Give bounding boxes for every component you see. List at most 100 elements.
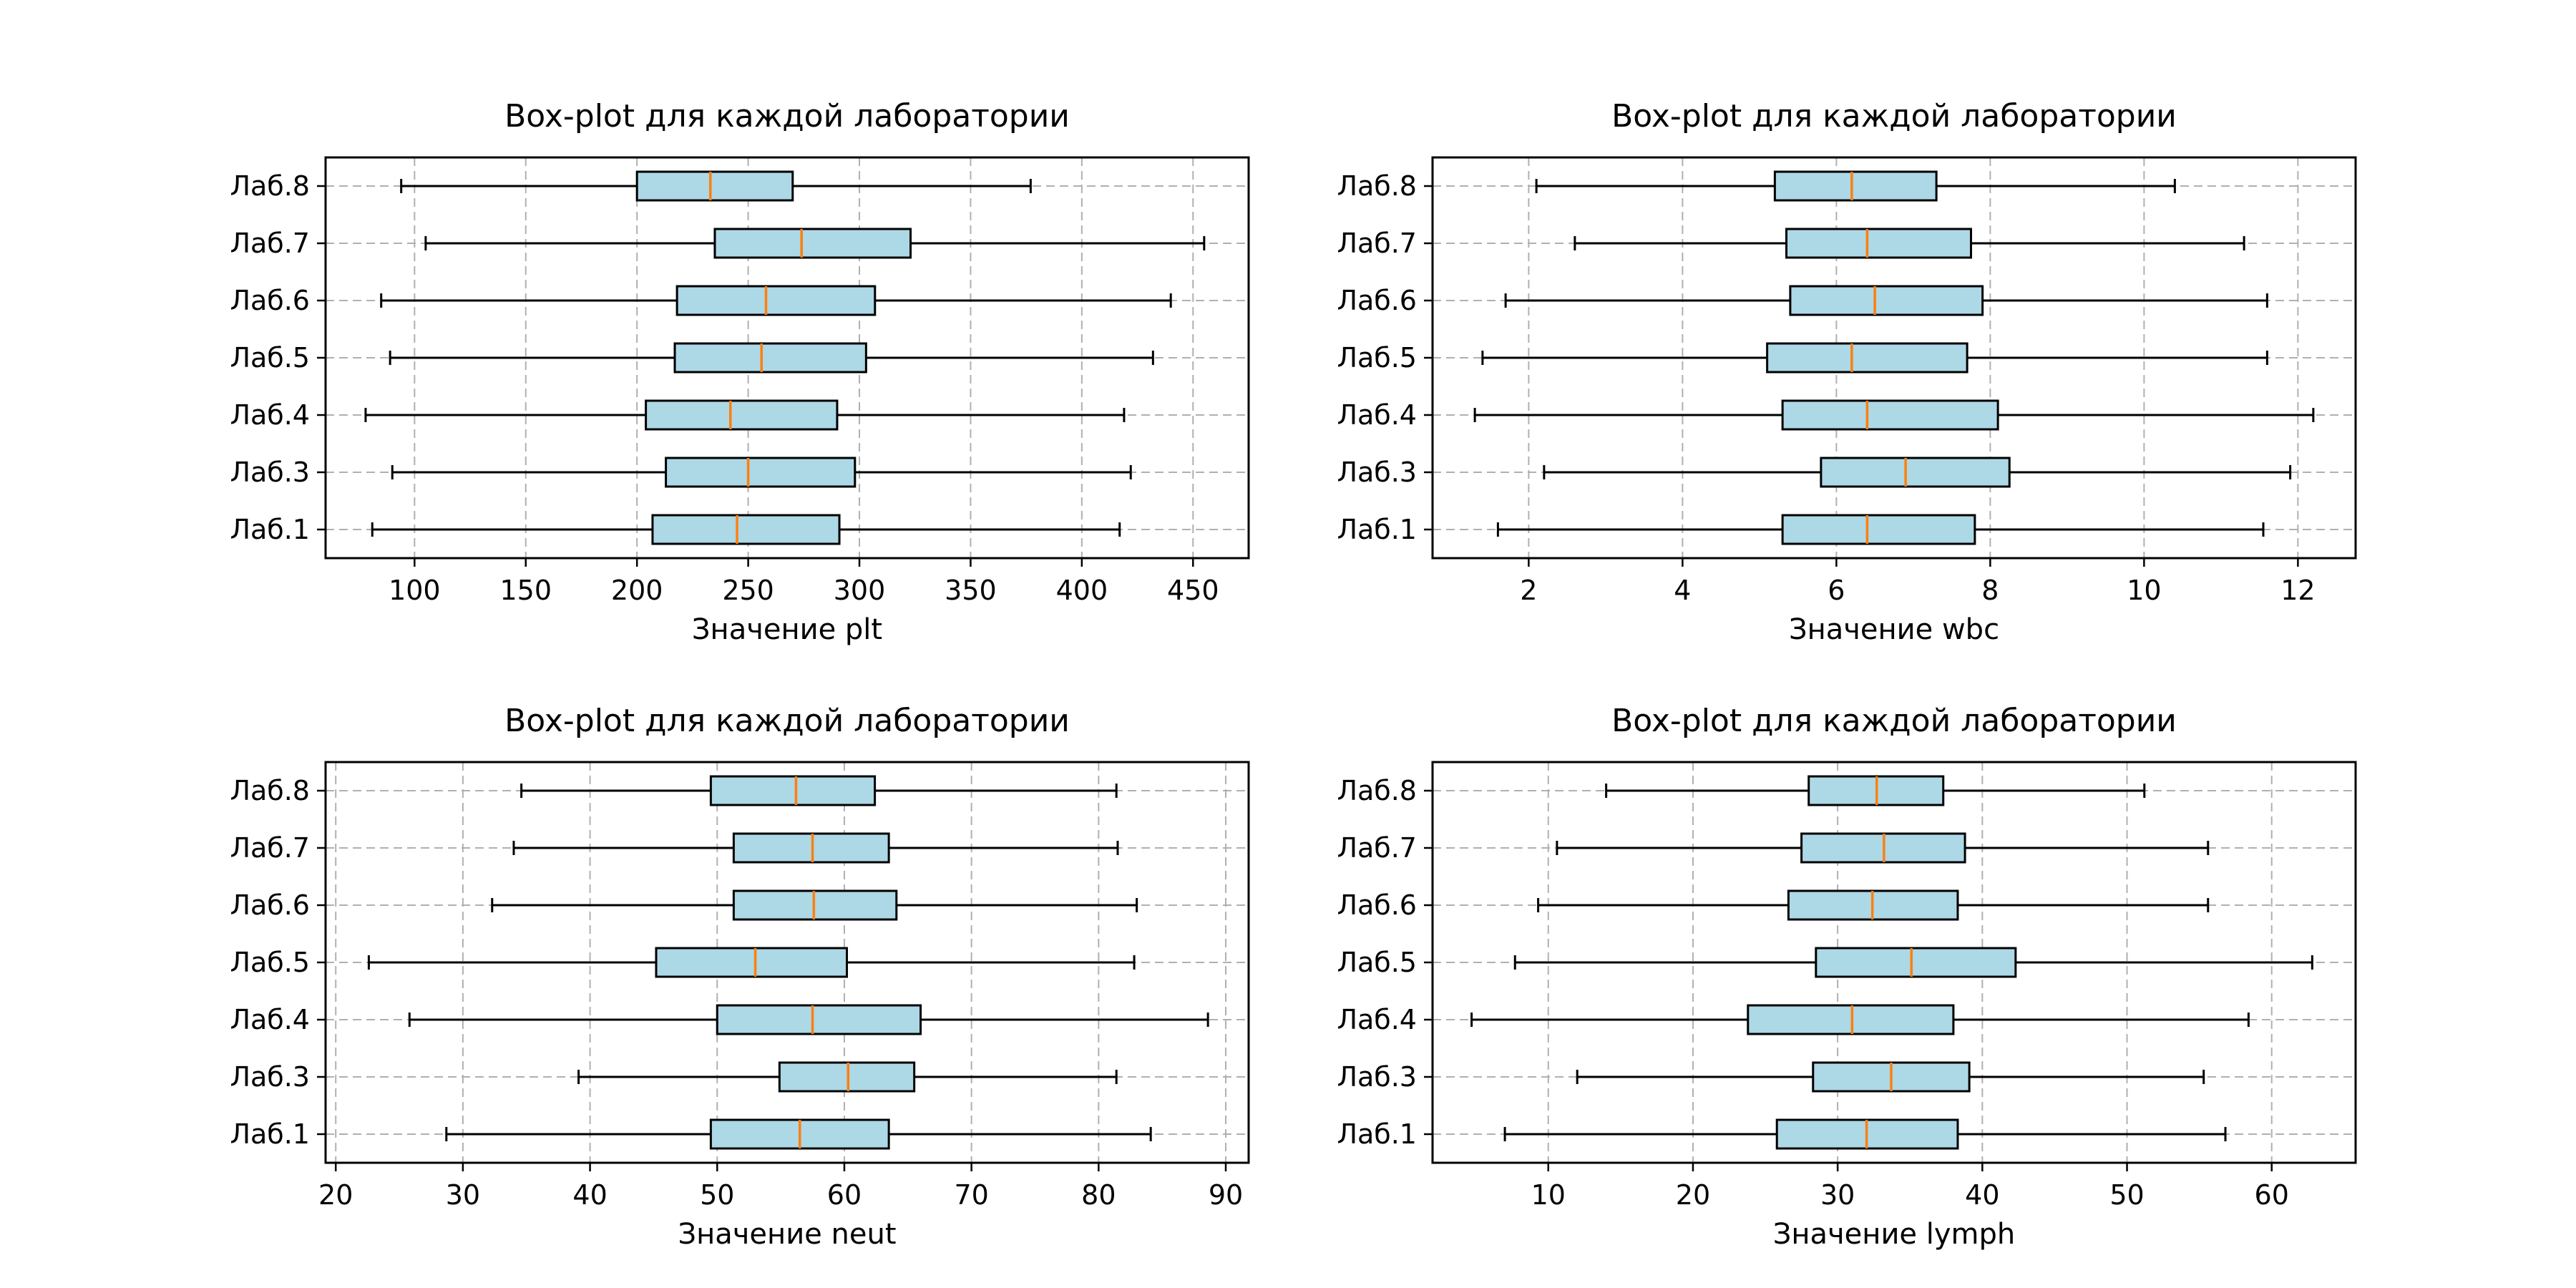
box-Лаб.7 <box>512 832 1119 864</box>
box-iqr <box>673 342 867 374</box>
y-tick-label-3: Лаб.5 <box>1337 947 1417 978</box>
box-iqr <box>1766 342 1968 374</box>
x-tick-label-1: 30 <box>446 1179 480 1211</box>
x-tick-label-6: 400 <box>1056 575 1108 606</box>
x-tick-label-4: 10 <box>2127 575 2161 606</box>
x-tick-label-2: 200 <box>611 575 663 606</box>
y-tick-label-5: Лаб.7 <box>1337 228 1417 259</box>
x-tick-label-7: 450 <box>1167 575 1219 606</box>
box-iqr <box>655 947 849 978</box>
subplot-title: Box-plot для каждой лаборатории <box>504 703 1070 739</box>
x-tick-label-3: 40 <box>1965 1179 1999 1211</box>
y-tick-label-6: Лаб.8 <box>230 170 310 202</box>
box-Лаб.1 <box>1496 514 2265 545</box>
box-Лаб.8 <box>400 170 1032 202</box>
box-Лаб.4 <box>364 399 1126 431</box>
x-tick-label-5: 12 <box>2280 575 2315 606</box>
x-axis-label: Значение wbc <box>1789 613 1999 646</box>
x-tick-label-3: 250 <box>722 575 774 606</box>
x-tick-label-2: 30 <box>1820 1179 1855 1211</box>
y-tick-label-4: Лаб.6 <box>230 285 310 316</box>
y-tick-label-0: Лаб.1 <box>230 1118 310 1150</box>
box-Лаб.8 <box>520 775 1118 806</box>
box-iqr <box>709 775 877 806</box>
box-Лаб.5 <box>1481 342 2268 374</box>
x-tick-label-7: 90 <box>1209 1179 1243 1211</box>
box-Лаб.6 <box>491 889 1138 921</box>
y-tick-label-4: Лаб.6 <box>1337 285 1417 316</box>
box-Лаб.7 <box>424 228 1206 259</box>
box-Лаб.5 <box>389 342 1154 374</box>
x-tick-label-5: 70 <box>954 1179 988 1211</box>
y-tick-label-2: Лаб.4 <box>1337 1004 1417 1035</box>
x-tick-label-2: 40 <box>572 1179 607 1211</box>
x-tick-label-1: 150 <box>499 575 552 606</box>
y-tick-label-3: Лаб.5 <box>230 947 310 978</box>
y-tick-label-3: Лаб.5 <box>1337 342 1417 374</box>
x-tick-label-0: 20 <box>318 1179 353 1211</box>
subplot-3: 20 30 40 50 60 70 80 90 Лаб.1 Лаб.3 Лаб.4 Лаб.5 Лаб.… <box>230 703 1250 1251</box>
y-tick-label-2: Лаб.4 <box>1337 399 1417 431</box>
x-tick-label-4: 300 <box>834 575 886 606</box>
x-tick-label-5: 350 <box>945 575 997 606</box>
y-tick-label-1: Лаб.3 <box>1337 457 1417 488</box>
box-Лаб.4 <box>1473 399 2315 431</box>
box-Лаб.4 <box>1470 1004 2250 1035</box>
box-iqr <box>716 1004 922 1035</box>
subplot-1: 100 150 200 250 300 350 400 450 Лаб.1 Лаб.3 Лаб.4 Л… <box>230 98 1250 646</box>
x-tick-label-1: 20 <box>1676 1179 1710 1211</box>
y-tick-label-6: Лаб.8 <box>1337 170 1417 202</box>
y-tick-label-5: Лаб.7 <box>1337 832 1417 864</box>
box-Лаб.1 <box>445 1118 1152 1150</box>
x-tick-label-4: 50 <box>2109 1179 2144 1211</box>
box-iqr <box>1815 947 2017 978</box>
box-iqr <box>732 889 898 921</box>
box-Лаб.4 <box>408 1004 1209 1035</box>
x-tick-label-3: 8 <box>1981 575 1999 606</box>
box-iqr <box>778 1061 916 1093</box>
box-iqr <box>651 514 841 545</box>
subplot-title: Box-plot для каждой лаборатории <box>1611 98 2177 135</box>
box-iqr <box>732 832 890 864</box>
y-tick-label-4: Лаб.6 <box>230 889 310 921</box>
subplot-4: 10 20 30 40 50 60 Лаб.1 Лаб.3 Лаб.4 Лаб.5 Лаб.6 Лаб… <box>1337 703 2357 1251</box>
box-iqr <box>635 170 794 202</box>
box-iqr <box>645 399 839 431</box>
y-tick-label-2: Лаб.4 <box>230 399 310 431</box>
box-Лаб.7 <box>1574 228 2245 259</box>
y-tick-label-1: Лаб.3 <box>230 457 310 488</box>
y-tick-label-1: Лаб.3 <box>1337 1061 1417 1093</box>
y-tick-label-6: Лаб.8 <box>230 775 310 806</box>
x-axis-label: Значение plt <box>692 613 882 646</box>
x-tick-label-6: 80 <box>1081 1179 1116 1211</box>
y-tick-label-0: Лаб.1 <box>230 514 310 545</box>
box-iqr <box>713 228 912 259</box>
box-Лаб.8 <box>1605 775 2146 806</box>
subplot-title: Box-plot для каждой лаборатории <box>1611 703 2177 739</box>
box-Лаб.8 <box>1535 170 2176 202</box>
box-iqr <box>1785 228 1972 259</box>
x-tick-label-3: 50 <box>700 1179 734 1211</box>
box-iqr <box>665 457 857 488</box>
x-tick-label-0: 2 <box>1520 575 1537 606</box>
x-tick-label-1: 4 <box>1674 575 1691 606</box>
box-Лаб.3 <box>577 1061 1118 1093</box>
x-tick-label-2: 6 <box>1828 575 1845 606</box>
box-Лаб.6 <box>1504 285 2268 316</box>
box-iqr <box>1781 514 1976 545</box>
box-iqr <box>1773 170 1938 202</box>
y-tick-label-2: Лаб.4 <box>230 1004 310 1035</box>
y-tick-label-5: Лаб.7 <box>230 832 310 864</box>
box-Лаб.6 <box>1537 889 2210 921</box>
x-tick-label-5: 60 <box>2255 1179 2289 1211</box>
box-Лаб.3 <box>391 457 1132 488</box>
y-tick-label-0: Лаб.1 <box>1337 1118 1417 1150</box>
box-iqr <box>1820 457 2011 488</box>
box-iqr <box>1781 399 1999 431</box>
x-tick-label-0: 10 <box>1531 1179 1566 1211</box>
box-Лаб.7 <box>1556 832 2210 864</box>
box-Лаб.6 <box>380 285 1172 316</box>
x-axis-label: Значение neut <box>678 1218 896 1251</box>
x-axis-label: Значение lymph <box>1773 1218 2016 1251</box>
